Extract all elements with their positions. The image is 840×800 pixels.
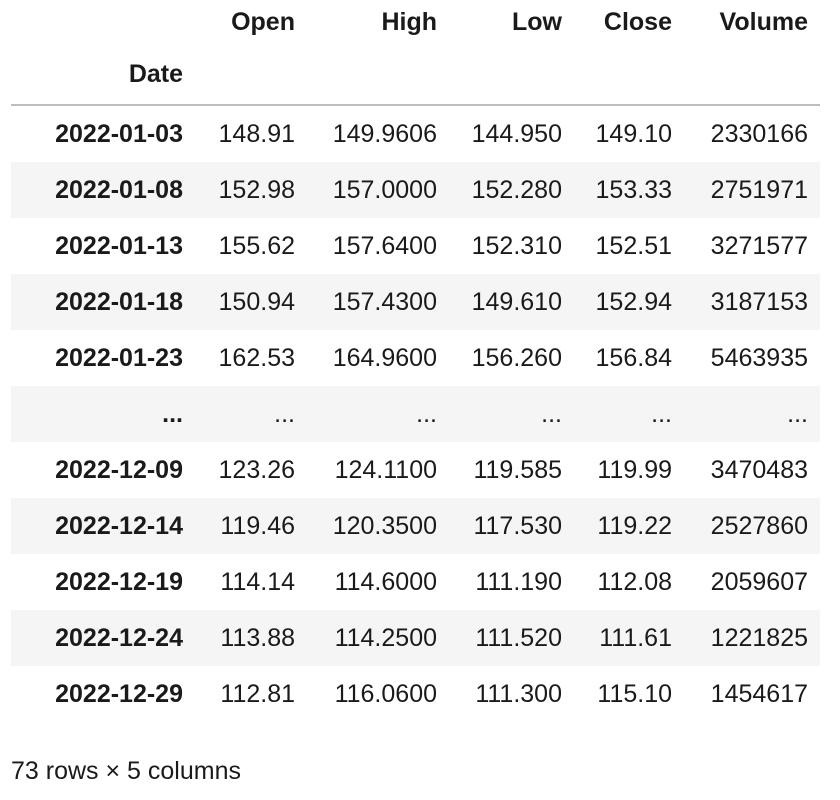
- cell-close: 119.22: [597, 512, 672, 540]
- row-index-date: ...: [162, 400, 183, 428]
- cell-low: 117.530: [473, 512, 562, 540]
- column-header-close: Close: [603, 8, 672, 36]
- dataframe-shape-text: 73 rows × 5 columns: [11, 757, 241, 785]
- row-index-date: 2022-12-24: [55, 624, 183, 652]
- cell-volume: 2059607: [710, 568, 808, 596]
- table-row: 2022-01-13 155.62 157.6400 152.310 152.51 327…: [11, 218, 820, 274]
- table-row: 2022-12-19 114.14 114.6000 111.190 112.08 205…: [11, 554, 820, 610]
- column-header-volume: Volume: [719, 8, 808, 36]
- cell-open: 113.88: [220, 624, 295, 652]
- cell-close: 112.08: [597, 568, 672, 596]
- cell-close: 156.84: [595, 344, 672, 372]
- cell-volume: 1454617: [710, 680, 808, 708]
- cell-close: 152.51: [595, 232, 672, 260]
- column-header-row: Open High Low Close Volume: [11, 0, 820, 44]
- column-header-low: Low: [512, 8, 562, 36]
- cell-close: 153.33: [595, 176, 672, 204]
- table-row: 2022-01-03 148.91 149.9606 144.950 149.10 233…: [11, 105, 820, 162]
- cell-volume: 3271577: [710, 232, 808, 260]
- cell-low: 111.520: [475, 624, 562, 652]
- column-header-open: Open: [231, 8, 295, 36]
- cell-open: 152.98: [218, 176, 295, 204]
- cell-high: 149.9606: [332, 120, 437, 148]
- cell-low: 156.260: [471, 344, 562, 372]
- cell-low: 152.310: [471, 232, 562, 260]
- table-row: 2022-12-09 123.26 124.1100 119.585 119.99 347…: [11, 442, 820, 498]
- table-row: 2022-12-24 113.88 114.2500 111.520 111.61 122…: [11, 610, 820, 666]
- table-row: 2022-01-18 150.94 157.4300 149.610 152.94 318…: [11, 274, 820, 330]
- cell-open: ...: [274, 400, 295, 428]
- cell-close: 119.99: [597, 456, 672, 484]
- table-row: 2022-12-29 112.81 116.0600 111.300 115.10 145…: [11, 666, 820, 722]
- cell-open: 114.14: [220, 568, 295, 596]
- index-name-row: Date: [11, 44, 820, 105]
- cell-low: 152.280: [471, 176, 562, 204]
- cell-high: 157.4300: [332, 288, 437, 316]
- table-row: ..................: [11, 386, 820, 442]
- row-index-date: 2022-12-09: [55, 456, 183, 484]
- cell-volume: 1221825: [710, 624, 808, 652]
- cell-high: 114.2500: [334, 624, 437, 652]
- cell-volume: 2527860: [710, 512, 808, 540]
- cell-open: 150.94: [218, 288, 295, 316]
- index-name-label: Date: [128, 60, 183, 88]
- column-header-high: High: [381, 8, 437, 36]
- cell-volume: 3470483: [710, 456, 808, 484]
- cell-low: 111.300: [475, 680, 562, 708]
- cell-volume: 2330166: [710, 120, 808, 148]
- row-index-date: 2022-01-18: [55, 288, 183, 316]
- cell-open: 148.91: [218, 120, 295, 148]
- cell-close: 115.10: [597, 680, 672, 708]
- cell-high: 157.0000: [332, 176, 437, 204]
- cell-close: 111.61: [599, 624, 672, 652]
- row-index-date: 2022-01-03: [55, 120, 183, 148]
- cell-low: 119.585: [473, 456, 562, 484]
- cell-high: 116.0600: [334, 680, 437, 708]
- cell-volume: 5463935: [710, 344, 808, 372]
- row-index-date: 2022-12-14: [55, 512, 183, 540]
- cell-open: 155.62: [218, 232, 295, 260]
- cell-close: ...: [651, 400, 672, 428]
- cell-open: 123.26: [218, 456, 295, 484]
- cell-high: ...: [416, 400, 437, 428]
- row-index-date: 2022-01-13: [55, 232, 183, 260]
- index-corner-cell: [11, 0, 195, 44]
- row-index-date: 2022-01-23: [55, 344, 183, 372]
- cell-high: 157.6400: [332, 232, 437, 260]
- cell-open: 119.46: [220, 512, 295, 540]
- table-row: 2022-01-23 162.53 164.9600 156.260 156.84 546…: [11, 330, 820, 386]
- row-index-date: 2022-12-19: [55, 568, 183, 596]
- table-row: 2022-01-08 152.98 157.0000 152.280 153.33 275…: [11, 162, 820, 218]
- cell-low: 111.190: [475, 568, 562, 596]
- dataframe-table: Open High Low Close Volume Date 2022-01-…: [11, 0, 820, 722]
- cell-volume: 2751971: [710, 176, 808, 204]
- cell-close: 152.94: [595, 288, 672, 316]
- cell-high: 164.9600: [332, 344, 437, 372]
- cell-low: 144.950: [471, 120, 562, 148]
- cell-low: ...: [541, 400, 562, 428]
- cell-high: 120.3500: [332, 512, 437, 540]
- cell-high: 124.1100: [334, 456, 437, 484]
- row-index-date: 2022-12-29: [55, 680, 183, 708]
- table-row: 2022-12-14 119.46 120.3500 117.530 119.22 252…: [11, 498, 820, 554]
- cell-close: 149.10: [595, 120, 672, 148]
- cell-open: 112.81: [220, 680, 295, 708]
- row-index-date: 2022-01-08: [55, 176, 183, 204]
- cell-volume: ...: [787, 400, 808, 428]
- cell-open: 162.53: [218, 344, 295, 372]
- cell-volume: 3187153: [710, 288, 808, 316]
- dataframe-output: Open High Low Close Volume Date 2022-01-…: [11, 0, 820, 722]
- cell-high: 114.6000: [334, 568, 437, 596]
- cell-low: 149.610: [471, 288, 562, 316]
- table-body: 2022-01-03 148.91 149.9606 144.950 149.10 233…: [11, 105, 820, 722]
